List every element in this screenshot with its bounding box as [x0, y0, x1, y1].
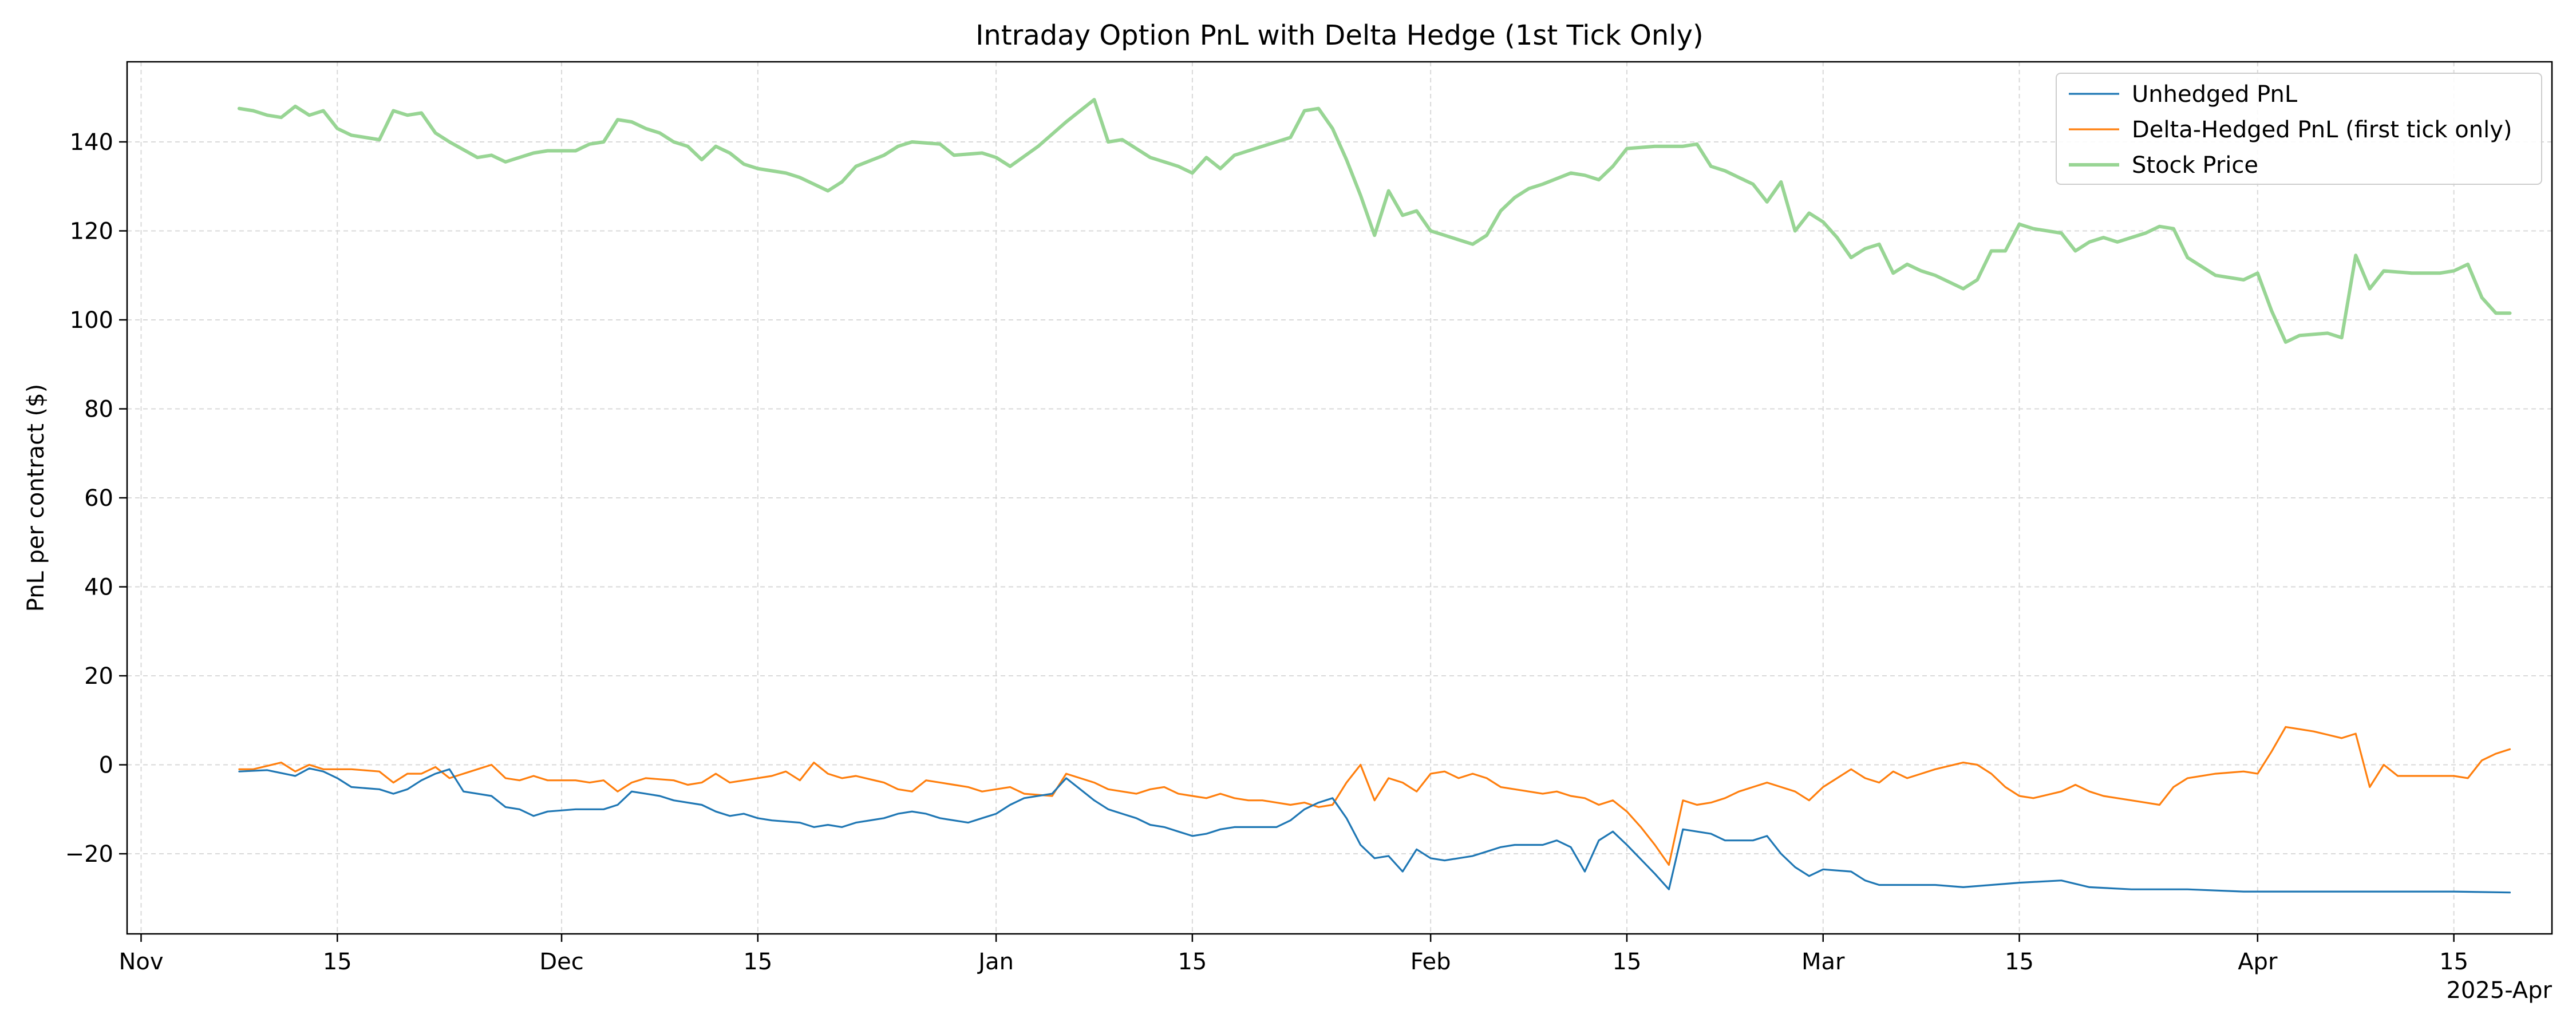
x-tick-label: Nov — [118, 949, 163, 975]
x-tick-label: 15 — [1178, 949, 1207, 975]
series-lines — [237, 98, 2512, 894]
y-axis: −20 0 20 40 60 80 100 120 140 — [65, 129, 127, 867]
grid-lines — [127, 62, 2552, 934]
chart-title: Intraday Option PnL with Delta Hedge (1s… — [975, 19, 1703, 52]
legend-label-2: Stock Price — [2132, 152, 2258, 179]
x-tick-label: 15 — [2439, 949, 2468, 975]
x-tick-label: Apr — [2238, 949, 2278, 975]
x-tick-label: Jan — [977, 949, 1014, 975]
legend-label-1: Delta-Hedged PnL (first tick only) — [2132, 117, 2512, 143]
x-tick-label: Mar — [1801, 949, 1845, 975]
y-tick-label: 100 — [70, 307, 113, 334]
series-line-1 — [238, 726, 2511, 866]
legend-box — [2056, 73, 2542, 185]
x-axis-offset-label: 2025-Apr — [2446, 977, 2552, 1004]
y-tick-label: 60 — [84, 485, 113, 512]
series-line-2 — [237, 98, 2512, 344]
x-tick-label: 15 — [1613, 949, 1642, 975]
y-tick-label: 20 — [84, 663, 113, 690]
y-tick-label: 120 — [70, 218, 113, 244]
y-axis-label: PnL per contract ($) — [23, 384, 49, 612]
x-axis: Nov 15 Dec 15 Jan 15 Feb 15 Mar 15 Apr 15 — [118, 934, 2468, 975]
x-tick-label: Dec — [539, 949, 583, 975]
x-tick-label: 15 — [743, 949, 772, 975]
y-tick-label: 80 — [84, 396, 113, 422]
y-tick-label: 0 — [99, 752, 113, 779]
x-tick-label: 15 — [323, 949, 352, 975]
x-tick-label: 15 — [2005, 949, 2034, 975]
x-tick-label: Feb — [1411, 949, 1451, 975]
legend: Unhedged PnL Delta-Hedged PnL (first tick… — [2056, 73, 2542, 185]
y-tick-label: −20 — [65, 841, 113, 867]
series-line-0 — [238, 767, 2511, 894]
legend-label-0: Unhedged PnL — [2132, 81, 2298, 108]
y-tick-label: 140 — [70, 129, 113, 156]
y-tick-label: 40 — [84, 575, 113, 601]
